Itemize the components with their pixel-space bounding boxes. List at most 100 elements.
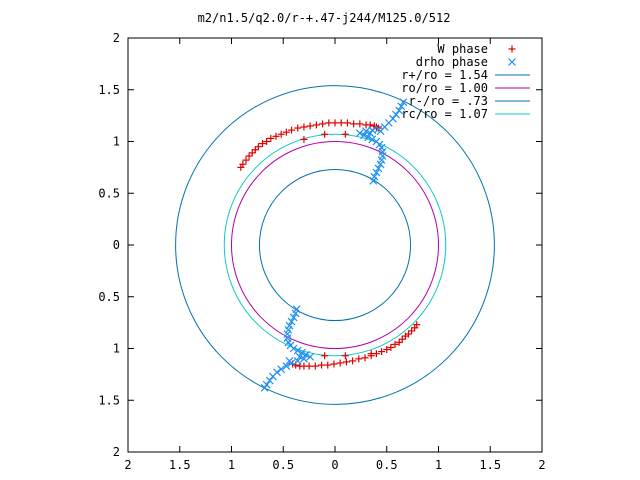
drho-phase-point (362, 127, 370, 136)
y-tick-label: 1 (113, 342, 120, 356)
drho-phase-point (297, 348, 306, 357)
legend-label: ro/ro = 1.00 (401, 81, 488, 95)
drho-phase-point (366, 129, 375, 138)
drho-phase-point (302, 350, 310, 359)
y-tick-label: 2 (113, 31, 120, 45)
y-tick-label: 0.5 (98, 186, 120, 200)
w-phase-point (277, 130, 285, 138)
legend-label: r-/ro = .73 (409, 94, 488, 108)
w-phase-point (374, 124, 382, 132)
legend-label: r+/ro = 1.54 (401, 68, 488, 82)
drho-phase-point (260, 383, 269, 392)
legend-marker (508, 58, 516, 66)
x-tick-label: 2 (124, 458, 131, 472)
w-phase-point (401, 332, 409, 340)
drho-phase-point (355, 129, 364, 138)
series-markers (237, 98, 421, 392)
w-phase-point (300, 123, 308, 131)
w-phase-point (341, 130, 349, 138)
w-phase-point (306, 122, 314, 130)
drho-phase-point (289, 344, 298, 353)
circle-r-1 (231, 141, 439, 349)
y-tick-label: 2 (113, 445, 120, 459)
drho-phase-point (399, 98, 408, 107)
radius-circles (175, 85, 495, 405)
axis-ticks (127, 37, 543, 453)
w-phase-point (411, 324, 419, 332)
chart-title: m2/n1.5/q2.0/r-+.47-j244/M125.0/512 (198, 11, 451, 25)
w-phase-point (356, 120, 364, 128)
w-phase-point (387, 343, 395, 351)
w-phase-point (337, 119, 345, 127)
x-tick-label: 0.5 (272, 458, 294, 472)
w-phase-point (267, 134, 275, 142)
w-phase-point (300, 135, 308, 143)
w-phase-point (294, 124, 302, 132)
w-phase-point (242, 156, 250, 164)
w-phase-point (391, 340, 399, 348)
w-phase-point (330, 360, 338, 368)
w-phase-point (355, 355, 363, 363)
w-phase-point (324, 361, 332, 369)
x-tick-label: 1.5 (169, 458, 191, 472)
y-tick-label: 0 (113, 238, 120, 252)
w-phase-point (325, 119, 333, 127)
w-phase-point (331, 119, 339, 127)
drho-phase-point (360, 131, 368, 140)
drho-phase-point (300, 354, 308, 363)
w-phase-point (251, 146, 259, 154)
drho-phase-point (372, 137, 381, 146)
w-phase-point (319, 120, 327, 128)
w-phase-point (245, 152, 253, 160)
drho-phase-point (293, 356, 302, 365)
y-tick-label: 0.5 (98, 290, 120, 304)
drho-phase-point (368, 135, 377, 144)
drho-phase-point (306, 352, 315, 361)
x-tick-label: 1 (435, 458, 442, 472)
legend-label: drho phase (416, 55, 488, 69)
w-phase-point (342, 358, 350, 366)
drho-phase-point (370, 172, 379, 181)
w-phase-point (288, 126, 296, 134)
drho-phase-point (389, 114, 397, 123)
circle-r-3 (223, 133, 447, 357)
w-phase-point (248, 149, 256, 157)
w-phase-point (343, 119, 351, 127)
w-phase-point (383, 346, 391, 354)
x-tick-label: 0.5 (376, 458, 398, 472)
w-phase-point (336, 359, 344, 367)
y-tick-label: 1.5 (98, 83, 120, 97)
drho-phase-point (293, 346, 302, 355)
w-phase-point (321, 130, 329, 138)
w-phase-point (239, 160, 247, 168)
w-phase-point (312, 121, 320, 129)
circle-r-0 (175, 85, 495, 405)
drho-phase-point (364, 133, 373, 142)
w-phase-point (341, 352, 349, 360)
x-tick-labels: 2 1.5 1 0.5 0 0.5 1 1.5 2 (124, 458, 545, 472)
w-phase-point (349, 357, 357, 365)
y-tick-labels: 2 1.5 1 0.5 0 0.5 1 1.5 2 (98, 31, 120, 459)
w-phase-point (311, 362, 319, 370)
x-tick-label: 2 (538, 458, 545, 472)
w-phase-point (259, 140, 267, 148)
drho-phase-point (397, 102, 406, 111)
legend-marker (508, 45, 516, 53)
drho-phase-point (287, 317, 296, 326)
drho-phase-point (291, 309, 300, 318)
legend-label: W phase (437, 42, 488, 56)
w-phase-point (272, 132, 280, 140)
w-phase-point (321, 352, 329, 360)
w-phase-point (361, 354, 369, 362)
x-tick-label: 0 (331, 458, 338, 472)
drho-phase-point (376, 127, 385, 136)
w-phase-point (254, 143, 262, 151)
w-phase-point (367, 350, 375, 358)
drho-phase-point (282, 362, 291, 371)
circle-r-2 (258, 168, 412, 322)
series-1 (260, 98, 408, 392)
w-phase-point (408, 327, 416, 335)
w-phase-point (263, 138, 271, 145)
